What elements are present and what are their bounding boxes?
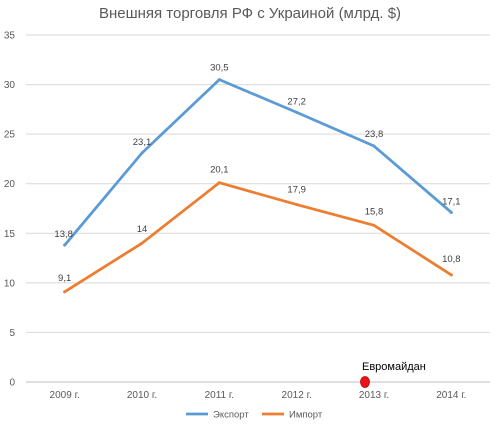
legend-item: Импорт	[262, 410, 323, 421]
data-point	[449, 273, 453, 277]
annotation-label: Евромайдан	[362, 361, 426, 373]
data-label: 23,8	[365, 129, 384, 140]
data-point	[295, 110, 299, 114]
y-axis: 0 5 10 15 20 25 30 35	[4, 31, 16, 389]
y-tick-label: 20	[4, 179, 16, 190]
y-tick-label: 15	[4, 229, 16, 240]
data-label: 9,1	[58, 273, 71, 284]
data-point	[140, 151, 144, 155]
legend: Экспорт Импорт	[186, 410, 323, 421]
data-point	[217, 78, 221, 82]
data-label: 27,2	[287, 96, 306, 107]
data-label: 17,1	[442, 196, 461, 207]
data-point	[449, 210, 453, 214]
data-label: 17,9	[287, 185, 306, 196]
data-point	[63, 243, 67, 247]
x-axis: 2009 г. 2010 г. 2011 г. 2012 г. 2013 г. 2014 …	[50, 390, 467, 401]
data-label: 23,1	[133, 137, 152, 148]
y-tick-label: 25	[4, 130, 16, 141]
grid	[26, 34, 490, 383]
series-export: 13,8 23,1 30,5 27,2 23,8 17,1	[54, 63, 461, 247]
data-point	[140, 241, 144, 245]
series-line	[63, 181, 453, 294]
y-tick-label: 30	[4, 80, 16, 91]
x-tick-label: 2009 г.	[50, 390, 80, 401]
data-point	[372, 223, 376, 227]
x-tick-label: 2011 г.	[205, 390, 235, 401]
data-label: 14	[137, 224, 148, 235]
annotation-marker	[360, 376, 370, 388]
series-line	[63, 78, 453, 247]
legend-label: Импорт	[289, 410, 323, 421]
data-point	[372, 144, 376, 148]
x-tick-label: 2014 г.	[436, 390, 466, 401]
x-tick-label: 2012 г.	[282, 390, 312, 401]
y-tick-label: 10	[4, 278, 16, 289]
series-layer: 13,8 23,1 30,5 27,2 23,8 17,1 9,1 14 20,1 17,9 15,…	[54, 63, 461, 294]
y-tick-label: 0	[9, 378, 15, 389]
data-label: 13,8	[54, 229, 73, 240]
data-label: 30,5	[210, 63, 229, 74]
data-point	[63, 290, 67, 294]
y-tick-label: 5	[9, 328, 15, 339]
chart-title: Внешняя торговля РФ с Украиной (млрд. $)	[99, 5, 401, 22]
y-tick-label: 35	[4, 31, 16, 42]
data-label: 20,1	[210, 165, 229, 176]
legend-item: Экспорт	[186, 410, 249, 421]
legend-label: Экспорт	[213, 410, 249, 421]
data-point	[217, 181, 221, 185]
data-label: 10,8	[442, 254, 461, 265]
series-import: 9,1 14 20,1 17,9 15,8 10,8	[58, 165, 461, 294]
x-tick-label: 2010 г.	[127, 390, 157, 401]
data-point	[295, 203, 299, 207]
x-tick-label: 2013 г.	[359, 390, 389, 401]
data-label: 15,8	[365, 206, 384, 217]
annotation: Евромайдан	[360, 361, 426, 388]
